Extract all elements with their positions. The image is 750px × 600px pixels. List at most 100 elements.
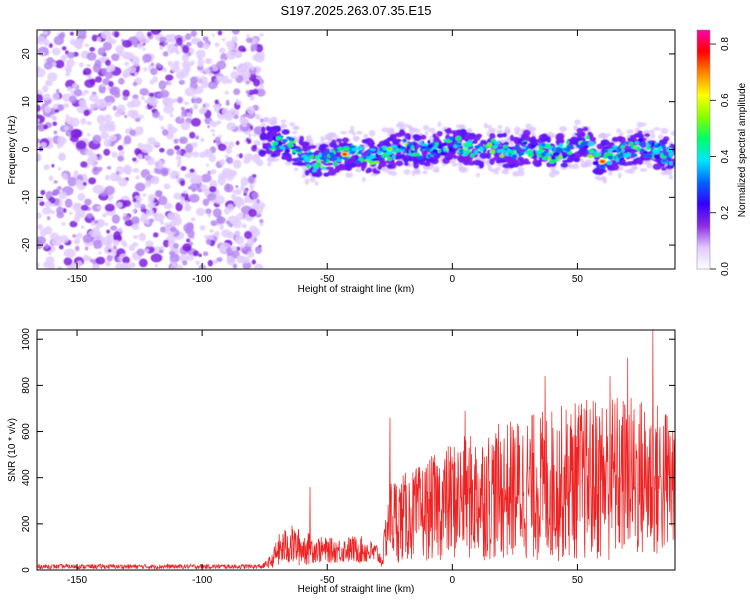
signal-band-blob [456, 154, 465, 162]
noise-blob [37, 94, 44, 103]
signal-core-blob [416, 152, 421, 157]
noise-blob [73, 203, 81, 209]
signal-band-blob [341, 137, 350, 143]
signal-halo-blob [642, 130, 647, 135]
signal-halo-blob [669, 174, 674, 180]
noise-blob [209, 185, 217, 193]
noise-blob [174, 42, 179, 47]
noise-blob [77, 192, 86, 201]
noise-blob [167, 81, 172, 86]
noise-blob [82, 234, 93, 244]
noise-blob [44, 58, 48, 62]
signal-band-blob [395, 160, 404, 167]
noise-blob [86, 52, 97, 61]
signal-halo-blob [289, 122, 296, 127]
noise-blob [256, 199, 260, 204]
noise-blob [179, 253, 189, 263]
noise-blob [52, 121, 58, 126]
signal-core-blob [575, 144, 583, 148]
noise-blob [170, 64, 180, 73]
noise-blob [259, 118, 264, 123]
noise-blob [259, 222, 264, 227]
noise-blob [57, 166, 62, 171]
noise-blob [219, 159, 226, 166]
signal-core-blob [349, 150, 356, 155]
noise-blob [241, 223, 247, 229]
noise-blob [104, 203, 115, 212]
signal-core-blob [385, 154, 390, 158]
noise-blob [82, 181, 87, 186]
signal-halo-blob [352, 136, 361, 140]
colorbar-gradient [697, 30, 710, 269]
noise-blob [171, 46, 179, 52]
noise-blob [214, 42, 220, 48]
signal-core-blob [427, 143, 434, 149]
noise-blob [158, 249, 164, 254]
noise-blob [169, 170, 178, 180]
noise-blob [152, 232, 159, 238]
noise-blob [82, 71, 87, 76]
signal-halo-blob [386, 127, 395, 134]
noise-blob [197, 188, 203, 193]
signal-core-blob [392, 154, 396, 160]
noise-blob [194, 135, 200, 140]
noise-blob [62, 172, 68, 180]
noise-blob [169, 113, 174, 118]
noise-blob [243, 157, 251, 165]
signal-core-blob [323, 158, 327, 163]
noise-blob [158, 89, 170, 99]
noise-blob [70, 117, 80, 127]
signal-core-blob [454, 141, 459, 146]
noise-blob [154, 110, 159, 117]
signal-core-blob [377, 151, 383, 154]
signal-band-blob [452, 154, 458, 160]
signal-core-blob [288, 137, 295, 141]
noise-blob [241, 69, 251, 80]
noise-blob [162, 239, 170, 248]
noise-blob [259, 83, 264, 90]
signal-band-blob [418, 159, 426, 166]
noise-blob [179, 196, 185, 202]
signal-core-blob [530, 149, 534, 153]
noise-blob [178, 136, 188, 145]
signal-band-blob [529, 138, 538, 143]
noise-blob [177, 160, 182, 164]
noise-blob [217, 143, 227, 151]
noise-blob [186, 112, 193, 119]
noise-blob [205, 239, 212, 245]
signal-halo-blob [504, 129, 511, 134]
signal-core-blob [276, 136, 282, 140]
noise-blob [110, 65, 115, 70]
signal-band-blob [479, 152, 489, 159]
snr-frame [36, 329, 676, 571]
signal-band-blob [404, 154, 411, 162]
signal-band-blob [462, 157, 470, 164]
noise-blob [123, 264, 129, 269]
noise-blob [178, 79, 185, 85]
noise-blob [254, 53, 265, 63]
noise-blob [86, 64, 91, 68]
signal-core-blob [639, 148, 646, 153]
noise-blob [92, 184, 105, 195]
noise-blob [93, 239, 103, 249]
noise-blob [117, 49, 123, 57]
noise-blob [159, 147, 165, 153]
noise-blob [73, 215, 81, 223]
noise-blob [116, 202, 123, 209]
noise-blob [191, 174, 203, 184]
noise-blob [102, 41, 113, 51]
signal-halo-blob [309, 175, 316, 183]
signal-halo-blob [291, 130, 298, 135]
signal-band-blob [420, 134, 427, 140]
signal-halo-blob [658, 134, 664, 140]
signal-band-blob [324, 166, 334, 170]
noise-blob [59, 31, 66, 39]
signal-core-blob [520, 146, 527, 150]
noise-blob [177, 97, 183, 104]
signal-core-blob [635, 147, 641, 151]
signal-core-blob [628, 141, 634, 146]
signal-band-blob [546, 136, 552, 144]
noise-blob [80, 92, 86, 97]
noise-blob [214, 231, 220, 236]
noise-blob [109, 172, 118, 182]
